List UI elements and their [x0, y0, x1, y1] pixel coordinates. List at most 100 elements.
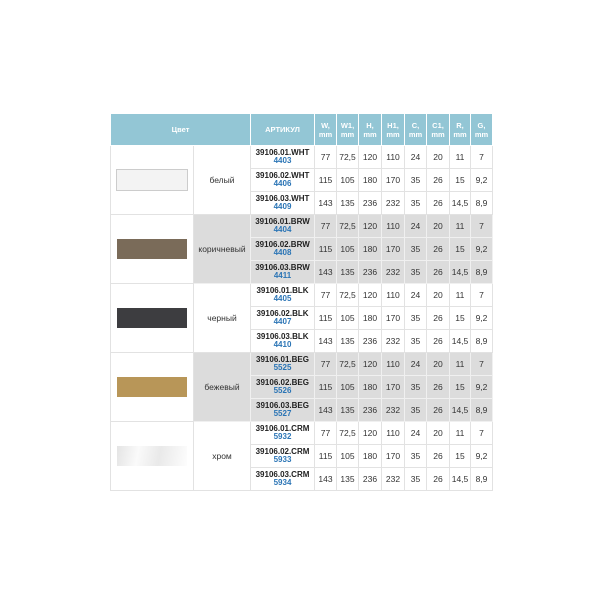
table-row: 39106.03.WHT 4409 143 135 236 232 35 26 14,5 8,9 [111, 191, 493, 215]
color-swatch-cell [110, 352, 194, 422]
color-name: белый [193, 145, 251, 215]
dimension-cell: 11 [449, 352, 471, 376]
dimension-cell: 24 [404, 214, 427, 238]
dimension-cell: 110 [381, 352, 405, 376]
dimension-cell: 8,9 [470, 260, 493, 284]
article-number: 39106.03.BRW [255, 263, 310, 272]
dimension-cell: 232 [381, 398, 405, 422]
article-number: 39106.03.BEG [256, 401, 309, 410]
dimension-cell: 9,2 [470, 375, 493, 399]
table-row: коричневый 39106.01.BRW 4404 77 72,5 120 110 24… [110, 214, 493, 284]
dimension-cell: 26 [426, 398, 450, 422]
dimension-cell: 180 [358, 168, 382, 192]
header-row: Цвет АРТИКУЛ W, mm W1, mm H, mm H1, mm C… [110, 113, 493, 146]
dimension-cell: 120 [358, 214, 382, 238]
article-number: 39106.02.CRM [255, 447, 310, 456]
dimension-cell: 110 [381, 283, 405, 307]
dimension-cell: 135 [336, 260, 359, 284]
dimension-cell: 26 [426, 375, 450, 399]
dimension-cell: 120 [358, 352, 382, 376]
dimension-cell: 180 [358, 237, 382, 261]
article-cell: 39106.02.BEG 5526 [250, 375, 315, 399]
dimension-cell: 35 [404, 398, 427, 422]
article-number: 39106.03.CRM [255, 470, 310, 479]
dimension-cell: 110 [381, 145, 405, 169]
article-code: 4409 [273, 202, 292, 211]
dimension-cell: 20 [426, 145, 450, 169]
dimension-cell: 232 [381, 329, 405, 353]
dimension-cell: 26 [426, 329, 450, 353]
spec-table: Цвет АРТИКУЛ W, mm W1, mm H, mm H1, mm C… [110, 113, 493, 491]
dimension-cell: 26 [426, 306, 450, 330]
article-cell: 39106.02.BLK 4407 [250, 306, 315, 330]
dimension-cell: 35 [404, 329, 427, 353]
dimension-cell: 180 [358, 306, 382, 330]
dimension-cell: 110 [381, 421, 405, 445]
color-swatch [116, 169, 188, 191]
dimension-cell: 77 [314, 145, 337, 169]
dimension-cell: 110 [381, 214, 405, 238]
article-number: 39106.02.BEG [256, 378, 309, 387]
article-number: 39106.01.WHT [255, 148, 310, 157]
dimension-cell: 35 [404, 168, 427, 192]
dimension-cell: 20 [426, 352, 450, 376]
dimension-cell: 143 [314, 467, 337, 491]
dimension-cell: 9,2 [470, 237, 493, 261]
article-code: 5526 [273, 386, 292, 395]
color-name: черный [193, 283, 251, 353]
article-number: 39106.02.BLK [256, 309, 309, 318]
dimension-cell: 11 [449, 145, 471, 169]
color-swatch-cell [110, 145, 194, 215]
color-swatch-cell [110, 283, 194, 353]
dimension-cell: 115 [314, 306, 337, 330]
dimension-cell: 26 [426, 237, 450, 261]
table-row: 39106.03.CRM 5934 143 135 236 232 35 26 14,5 8,9 [111, 467, 493, 491]
dimension-cell: 115 [314, 375, 337, 399]
dimension-cell: 180 [358, 375, 382, 399]
table-row: 39106.02.WHT 4406 115 105 180 170 35 26 15 9,2 [111, 168, 493, 192]
dimension-cell: 9,2 [470, 444, 493, 468]
header-color: Цвет [110, 113, 251, 146]
dimension-cell: 72,5 [336, 421, 359, 445]
dimension-cell: 143 [314, 191, 337, 215]
color-name: бежевый [193, 352, 251, 422]
dimension-cell: 26 [426, 191, 450, 215]
dimension-cell: 20 [426, 421, 450, 445]
dimension-cell: 24 [404, 145, 427, 169]
dimension-cell: 72,5 [336, 283, 359, 307]
article-code: 4407 [273, 317, 292, 326]
dimension-cell: 77 [314, 283, 337, 307]
dimension-cell: 35 [404, 444, 427, 468]
dimension-cell: 24 [404, 283, 427, 307]
dimension-cell: 232 [381, 467, 405, 491]
article-number: 39106.03.WHT [255, 194, 310, 203]
article-code: 4405 [273, 294, 292, 303]
dimension-cell: 8,9 [470, 329, 493, 353]
header-c: C, mm [404, 113, 427, 146]
dimension-cell: 135 [336, 191, 359, 215]
dimension-cell: 8,9 [470, 398, 493, 422]
dimension-cell: 8,9 [470, 467, 493, 491]
article-cell: 39106.01.WHT 4403 [250, 145, 315, 169]
table-row: 39106.03.BRW 4411 143 135 236 232 35 26 14,5 8,9 [111, 260, 493, 284]
dimension-cell: 135 [336, 467, 359, 491]
dimension-cell: 180 [358, 444, 382, 468]
article-cell: 39106.01.BRW 4404 [250, 214, 315, 238]
dimension-cell: 77 [314, 214, 337, 238]
dimension-cell: 236 [358, 467, 382, 491]
article-code: 4406 [273, 179, 292, 188]
color-swatch [117, 446, 187, 466]
dimension-cell: 72,5 [336, 214, 359, 238]
dimension-cell: 143 [314, 329, 337, 353]
dimension-cell: 8,9 [470, 191, 493, 215]
article-code: 5525 [273, 363, 292, 372]
color-name: коричневый [193, 214, 251, 284]
dimension-cell: 115 [314, 168, 337, 192]
dimension-cell: 14,5 [449, 260, 471, 284]
dimension-cell: 236 [358, 260, 382, 284]
table-row: 39106.02.BLK 4407 115 105 180 170 35 26 15 9,2 [111, 306, 493, 330]
dimension-cell: 14,5 [449, 467, 471, 491]
color-swatch [117, 239, 187, 259]
dimension-cell: 9,2 [470, 306, 493, 330]
dimension-cell: 15 [449, 168, 471, 192]
